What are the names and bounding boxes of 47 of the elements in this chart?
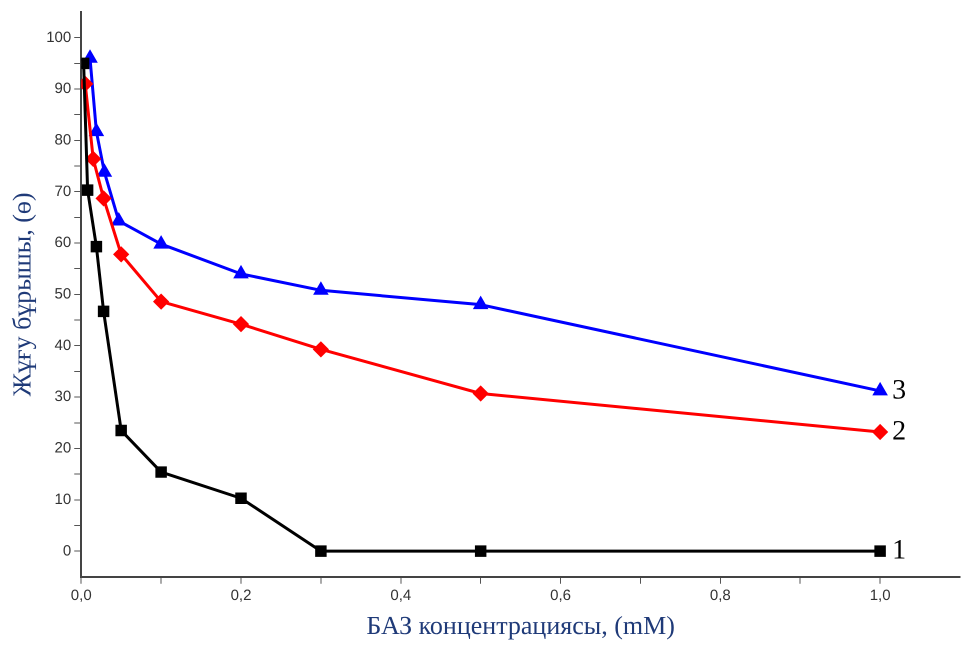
series-label: 1 <box>892 534 906 566</box>
point <box>155 466 167 478</box>
point <box>874 545 886 557</box>
point <box>313 342 328 357</box>
point <box>90 240 102 252</box>
point <box>315 545 327 557</box>
point <box>314 282 328 295</box>
point <box>154 294 169 310</box>
point <box>473 386 488 401</box>
point <box>86 151 101 166</box>
y-tick-label: 40 <box>54 336 72 354</box>
point <box>112 213 126 226</box>
y-tick-label: 10 <box>54 490 72 508</box>
x-tick-label: 0,4 <box>390 586 412 604</box>
x-axis-title: БАЗ концентрациясы, (mM) <box>366 611 675 640</box>
y-axis-title: Жұғу бұрышы, (ө) <box>7 192 36 396</box>
x-tick-label: 0,8 <box>710 586 731 604</box>
y-tick-label: 20 <box>54 440 72 457</box>
y-tick-label: 30 <box>54 388 72 406</box>
y-tick-label: 90 <box>54 80 72 98</box>
series-label: 3 <box>892 374 906 406</box>
point <box>474 297 488 310</box>
point <box>114 246 129 262</box>
point <box>872 424 888 440</box>
x-tick-label: 0,6 <box>550 586 571 604</box>
point <box>115 424 127 436</box>
point <box>234 316 249 332</box>
y-tick-label: 60 <box>54 234 72 252</box>
y-tick-label: 100 <box>46 28 72 46</box>
series-label: 2 <box>892 415 906 446</box>
point <box>90 124 104 136</box>
point <box>98 306 110 318</box>
x-tick-label: 0,0 <box>70 586 92 604</box>
point <box>873 383 887 396</box>
point <box>474 545 486 557</box>
point <box>154 236 168 249</box>
point <box>98 164 112 177</box>
y-tick-label: 70 <box>54 182 72 200</box>
y-tick-label: 80 <box>54 132 72 149</box>
point <box>82 184 94 196</box>
x-tick-label: 1,0 <box>870 586 891 604</box>
x-tick-label: 0,2 <box>230 586 252 604</box>
point <box>235 492 247 504</box>
y-tick-label: 50 <box>54 286 72 303</box>
point <box>234 266 248 278</box>
y-tick-label: 0 <box>62 542 72 560</box>
point <box>96 190 112 206</box>
